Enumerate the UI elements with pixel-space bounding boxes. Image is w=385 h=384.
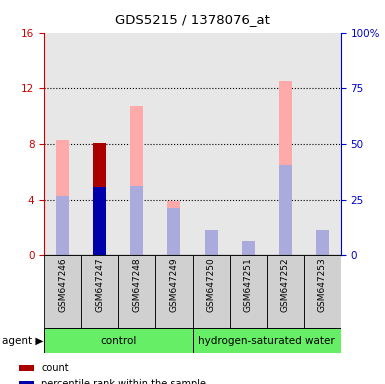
Bar: [81, 33, 119, 255]
FancyBboxPatch shape: [156, 255, 192, 328]
Text: GSM647248: GSM647248: [132, 258, 141, 312]
Bar: [94, 142, 106, 255]
Text: GSM647252: GSM647252: [281, 258, 290, 312]
Bar: [44, 33, 81, 255]
Bar: [56, 140, 69, 255]
Text: GSM647246: GSM647246: [58, 258, 67, 312]
FancyBboxPatch shape: [44, 255, 81, 328]
Bar: [242, 242, 254, 255]
Bar: [131, 106, 143, 255]
Bar: [229, 33, 266, 255]
FancyBboxPatch shape: [119, 255, 156, 328]
Bar: [131, 186, 143, 255]
Bar: [204, 230, 218, 255]
Bar: [119, 33, 156, 255]
Bar: [204, 240, 218, 255]
FancyBboxPatch shape: [229, 255, 267, 328]
Bar: [279, 81, 291, 255]
Text: control: control: [100, 336, 137, 346]
Text: GSM647251: GSM647251: [244, 258, 253, 312]
Text: GSM647250: GSM647250: [206, 258, 216, 312]
Text: hydrogen-saturated water: hydrogen-saturated water: [198, 336, 335, 346]
FancyBboxPatch shape: [44, 328, 192, 353]
Bar: [316, 243, 329, 255]
FancyBboxPatch shape: [304, 255, 341, 328]
Bar: [156, 33, 192, 255]
FancyBboxPatch shape: [192, 328, 341, 353]
Bar: [19, 381, 34, 384]
Bar: [242, 247, 254, 255]
Bar: [56, 195, 69, 255]
FancyBboxPatch shape: [192, 255, 229, 328]
Text: GSM647249: GSM647249: [169, 258, 179, 312]
FancyBboxPatch shape: [267, 255, 304, 328]
Text: count: count: [41, 363, 69, 373]
Text: GSM647253: GSM647253: [318, 258, 327, 312]
Bar: [304, 33, 341, 255]
Bar: [167, 208, 181, 255]
Bar: [192, 33, 229, 255]
Text: GDS5215 / 1378076_at: GDS5215 / 1378076_at: [115, 13, 270, 26]
Bar: [19, 366, 34, 371]
Text: agent ▶: agent ▶: [2, 336, 43, 346]
Text: percentile rank within the sample: percentile rank within the sample: [41, 379, 206, 384]
Bar: [267, 33, 304, 255]
Bar: [279, 165, 291, 255]
Bar: [316, 230, 329, 255]
FancyBboxPatch shape: [81, 255, 119, 328]
Bar: [94, 187, 106, 255]
Text: GSM647247: GSM647247: [95, 258, 104, 312]
Bar: [167, 201, 181, 255]
